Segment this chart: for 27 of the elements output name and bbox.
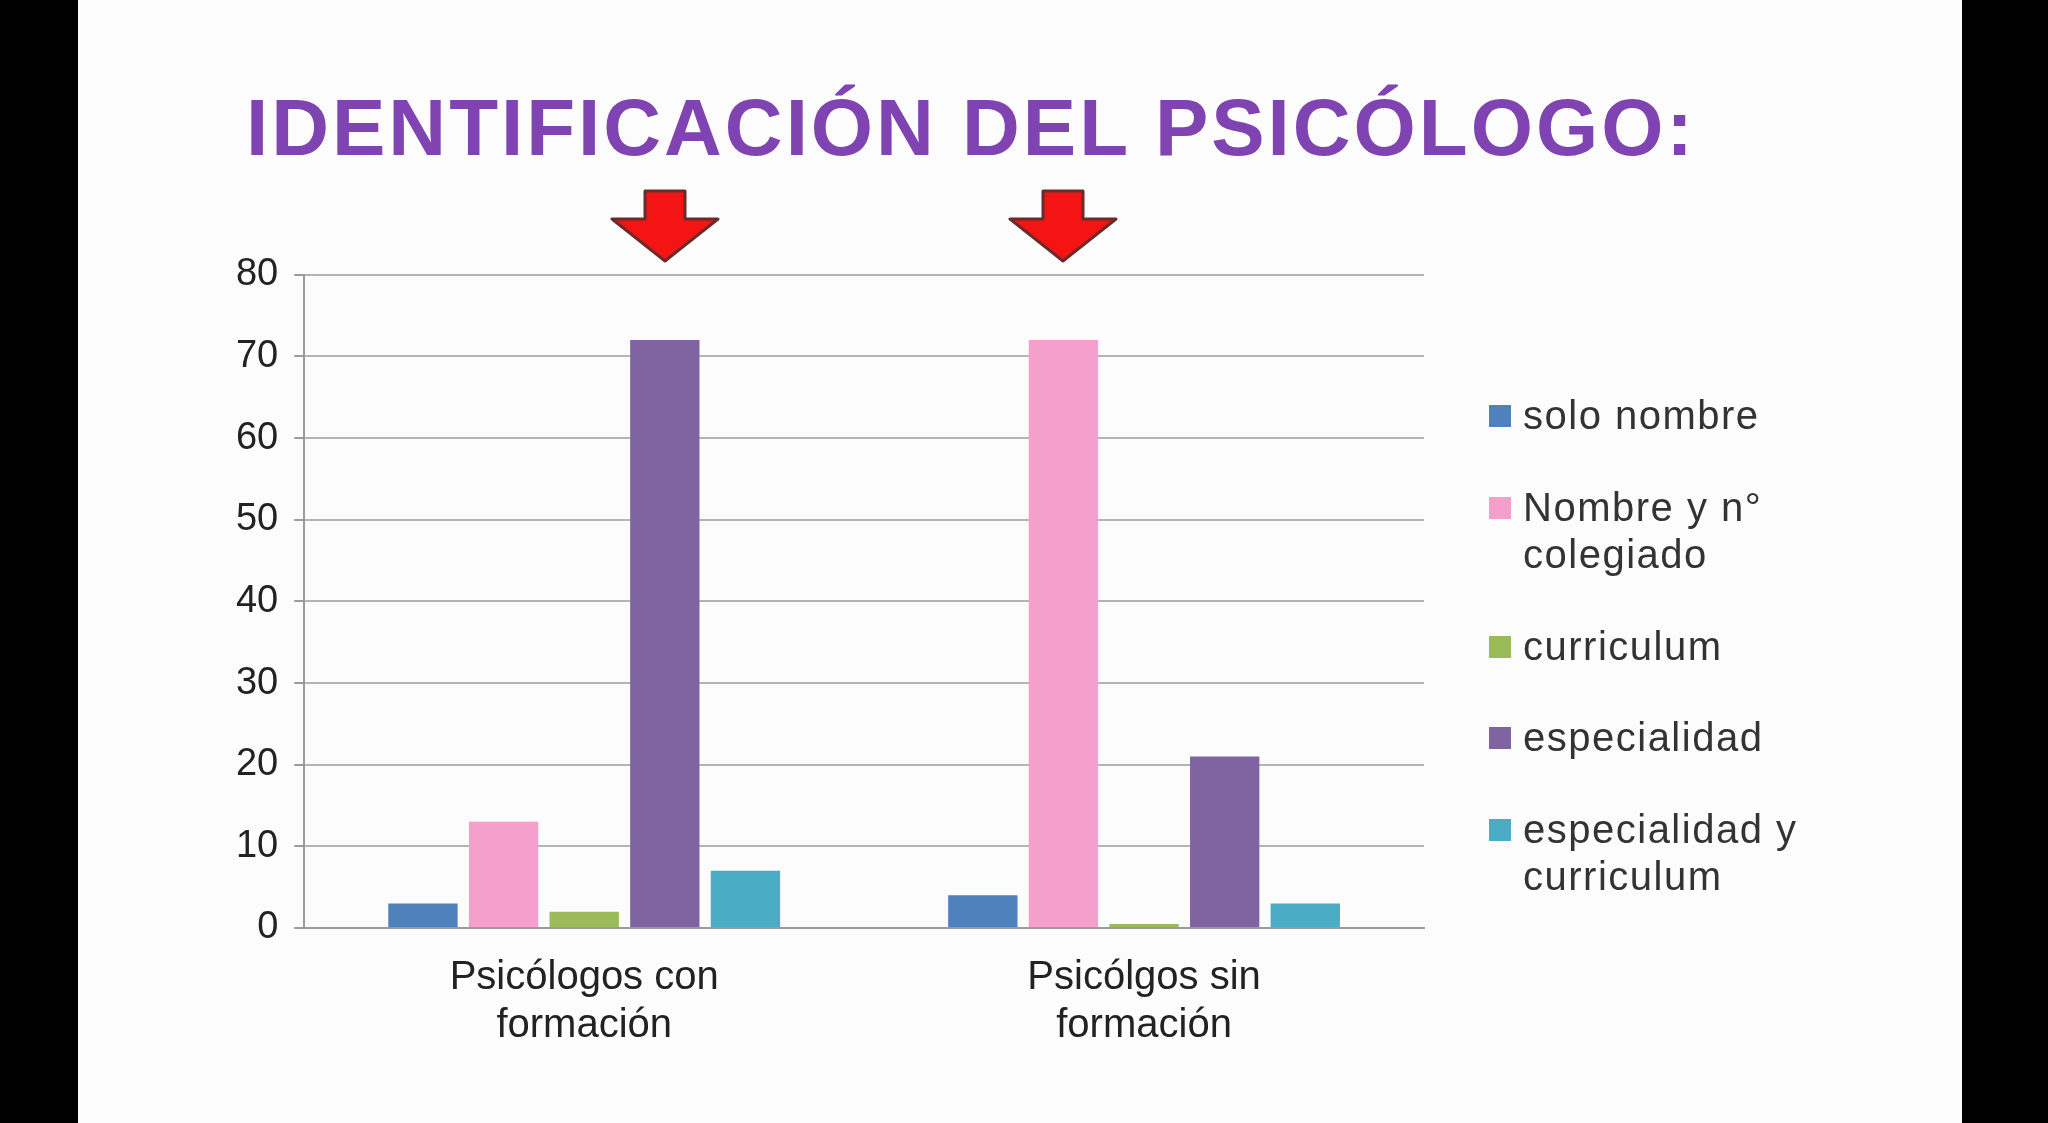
- legend-label: solo nombre: [1523, 392, 1760, 439]
- bar: [1270, 903, 1340, 927]
- chart-title: IDENTIFICACIÓN DEL PSICÓLOGO:: [246, 83, 1697, 172]
- y-tick-label: 70: [235, 332, 279, 375]
- bar: [388, 903, 458, 927]
- bar: [468, 821, 539, 927]
- legend-label: especialidad y curriculum: [1523, 806, 1799, 900]
- y-tick-label: 20: [235, 741, 279, 784]
- bar: [1190, 756, 1260, 927]
- y-tick-label: 10: [235, 822, 279, 865]
- bar: [948, 895, 1018, 927]
- bar: [1028, 340, 1099, 927]
- y-tick-label: 40: [235, 577, 279, 620]
- x-tick-label: Psicólgos sin formación: [1027, 953, 1261, 1046]
- y-tick-label: 60: [235, 414, 279, 457]
- y-tick-label: 80: [235, 251, 279, 294]
- y-tick-label: 30: [235, 659, 279, 702]
- x-tick-label: Psicólogos con formación: [449, 953, 719, 1046]
- legend-label: especialidad: [1523, 714, 1764, 762]
- y-tick-label: 50: [235, 496, 279, 539]
- legend-label: Nombre y n° colegiado: [1523, 483, 1764, 578]
- legend-label: curriculum: [1523, 622, 1723, 670]
- bar: [630, 340, 700, 927]
- bar: [1109, 923, 1179, 927]
- bar: [710, 870, 781, 927]
- y-tick-label: 0: [257, 904, 279, 947]
- bar: [549, 911, 619, 927]
